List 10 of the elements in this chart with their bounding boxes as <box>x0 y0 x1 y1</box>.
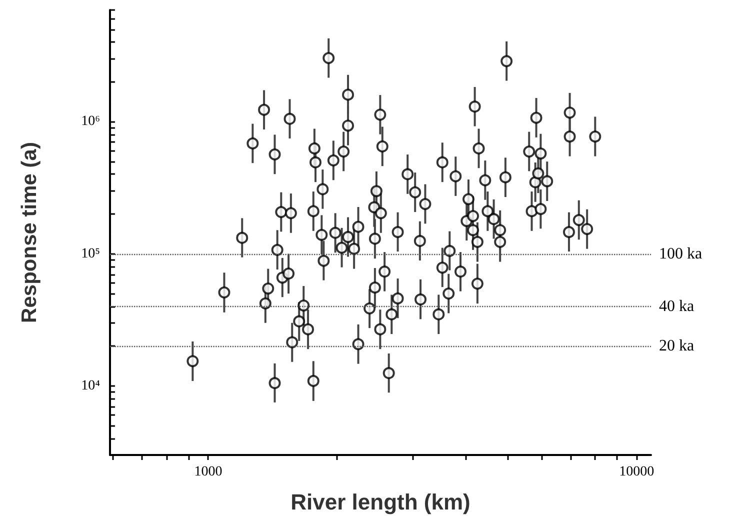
x-tick-label: 10000 <box>619 464 654 480</box>
ref-line-label: 40 ka <box>659 298 694 315</box>
y-tick-label: 10⁶ <box>81 114 100 130</box>
ref-line-label: 100 ka <box>659 245 702 262</box>
y-tick-label: 10⁴ <box>81 378 100 394</box>
x-tick-label: 1000 <box>194 464 222 480</box>
y-tick-label: 10⁵ <box>81 246 100 262</box>
ref-line-label: 20 ka <box>659 338 694 355</box>
x-axis-title: River length (km) <box>290 490 470 514</box>
y-axis-title: Response time (a) <box>18 142 41 323</box>
